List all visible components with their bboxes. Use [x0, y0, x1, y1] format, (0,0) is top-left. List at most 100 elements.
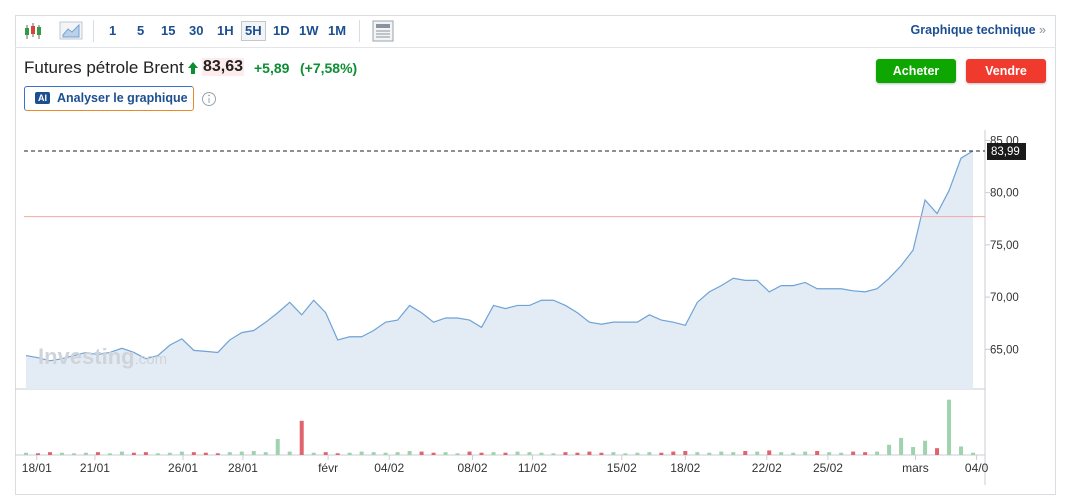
x-tick-label: mars: [902, 461, 929, 475]
page: 1 5 15 30 1H 5H 1D 1W 1M Graphique techn…: [15, 15, 1056, 495]
volume-bar: [659, 452, 664, 455]
volume-bar: [455, 453, 460, 455]
volume-bar: [35, 453, 40, 455]
volume-bar: [299, 420, 304, 455]
volume-bar: [779, 452, 784, 455]
volume-bar: [923, 440, 928, 455]
volume-bar: [599, 452, 604, 455]
volume-bar: [227, 452, 232, 455]
chart-type-icons[interactable]: [23, 15, 83, 47]
divider: [359, 20, 360, 42]
x-tick-label: 08/02: [458, 461, 488, 475]
interval-button[interactable]: 5: [137, 23, 145, 38]
volume-bar: [107, 453, 112, 455]
volume-bar: [503, 452, 508, 455]
volume-bar: [347, 452, 352, 455]
volume-bar: [143, 452, 148, 455]
volume-bar: [359, 451, 364, 455]
volume-bar: [839, 452, 844, 455]
volume-bar: [239, 451, 244, 455]
y-tick-label: 65,00: [990, 344, 1019, 356]
volume-bar: [47, 452, 52, 455]
watermark: Investing.com: [38, 344, 167, 369]
volume-bar: [407, 451, 412, 455]
volume-bar: [395, 452, 400, 455]
buy-button[interactable]: Acheter: [876, 59, 956, 83]
volume-bar: [947, 399, 952, 455]
volume-bar: [263, 452, 268, 455]
volume-bar: [167, 452, 172, 455]
volume-bar: [563, 452, 568, 455]
volume-bar: [179, 451, 184, 455]
volume-bar: [887, 444, 892, 455]
ai-badge[interactable]: AI: [35, 92, 50, 104]
last-price-box: [987, 142, 1026, 160]
volume-bar: [851, 451, 856, 455]
volume-bar: [611, 452, 616, 455]
volume-bar: [491, 452, 496, 455]
volume-bar: [719, 451, 724, 455]
last-price-label: 83,99: [991, 146, 1020, 158]
interval-button[interactable]: 30: [189, 23, 204, 38]
volume-bar: [635, 452, 640, 455]
volume-bar: [791, 452, 796, 455]
volume-bar: [371, 452, 376, 455]
volume-bar: [647, 452, 652, 455]
volume-bar: [935, 448, 940, 455]
info-icon[interactable]: [201, 91, 217, 107]
up-arrow: [188, 62, 198, 74]
volume-bar: [443, 452, 448, 455]
volume-bar: [59, 452, 64, 455]
volume-bar: [707, 452, 712, 455]
x-tick-label: 25/02: [813, 461, 843, 475]
volume-bar: [911, 447, 916, 455]
volume-bar: [71, 453, 76, 455]
x-tick-label: 04/02: [374, 461, 404, 475]
interval-button[interactable]: 15: [161, 23, 176, 38]
interval-button[interactable]: 1M: [328, 23, 347, 38]
interval-button[interactable]: 1H: [217, 23, 234, 38]
analyze-button[interactable]: AI Analyser le graphique: [24, 86, 194, 111]
toolbar: 1 5 15 30 1H 5H 1D 1W 1M Graphique techn…: [15, 15, 1056, 48]
volume-bar: [731, 452, 736, 455]
link-arrow[interactable]: »: [1039, 23, 1046, 37]
x-tick-label: 18/01: [22, 461, 52, 475]
volume-bar: [24, 452, 28, 455]
layout-icon[interactable]: [372, 20, 394, 42]
volume-bar: [743, 451, 748, 455]
x-tick-label: 18/02: [670, 461, 700, 475]
technical-chart-link[interactable]: Graphique technique »: [911, 23, 1046, 37]
volume-bar: [899, 437, 904, 455]
analyze-text[interactable]: Analyser le graphique: [57, 91, 188, 105]
x-tick-label: 22/02: [752, 461, 782, 475]
volume-bar: [275, 439, 280, 455]
interval-button[interactable]: 1D: [273, 23, 290, 38]
x-tick-label: 04/0: [965, 461, 989, 475]
volume-bar: [623, 453, 628, 455]
volume-bar: [383, 452, 388, 455]
x-tick-label: 15/02: [607, 461, 637, 475]
volume-bar: [971, 452, 976, 455]
volume-bar: [527, 452, 532, 455]
last-price: 83,63: [202, 58, 245, 76]
volume-bar: [671, 451, 676, 455]
volume-bar: [215, 453, 220, 455]
interval-button[interactable]: 5H: [241, 21, 266, 41]
volume-bar: [311, 452, 316, 455]
volume-bar: [335, 453, 340, 455]
volume-bar: [95, 452, 100, 455]
interval-button[interactable]: 1: [109, 23, 117, 38]
interval-button[interactable]: 1W: [299, 23, 319, 38]
sell-button[interactable]: Vendre: [966, 59, 1046, 83]
volume-bar: [515, 451, 520, 455]
volume-bar: [479, 452, 484, 455]
volume-bar: [959, 446, 964, 455]
volume-bar: [863, 452, 868, 455]
y-tick-label: 80,00: [990, 188, 1019, 200]
watermark-brand: Investing: [38, 344, 135, 369]
link-text[interactable]: Graphique technique: [910, 23, 1036, 37]
volume-bar: [155, 453, 160, 455]
x-tick-label: 21/01: [80, 461, 110, 475]
price-change-percent: (+7,58%): [300, 60, 358, 76]
